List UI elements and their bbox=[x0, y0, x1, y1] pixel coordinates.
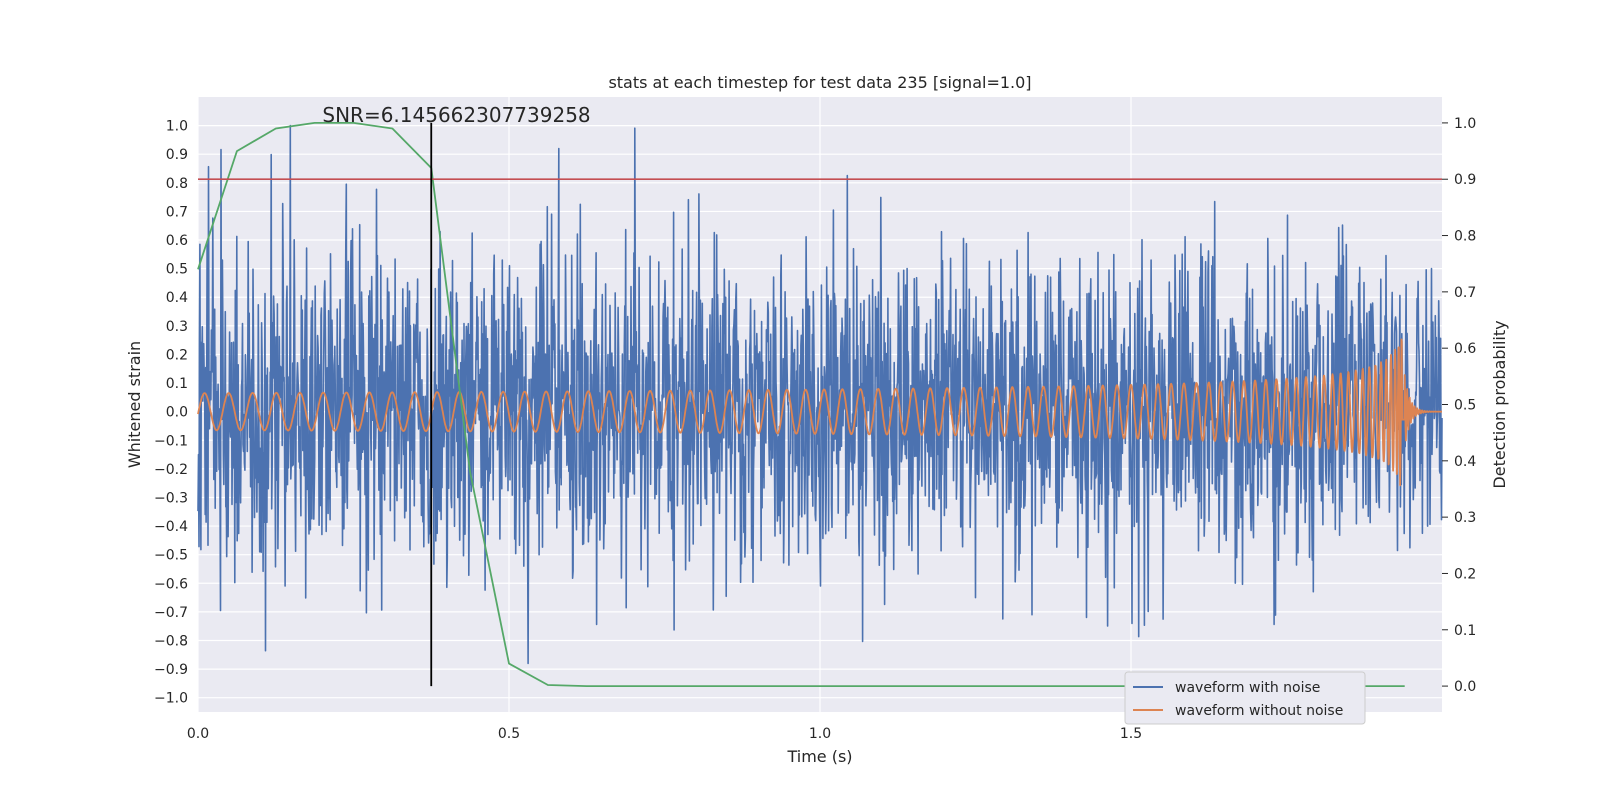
x-tick-label: 1.5 bbox=[1120, 726, 1142, 742]
y-left-tick-label: 0.0 bbox=[166, 405, 188, 421]
y-left-tick-label: −0.1 bbox=[154, 433, 188, 449]
y-left-tick-label: 0.6 bbox=[166, 233, 188, 249]
legend: waveform with noise waveform without noi… bbox=[1124, 671, 1366, 725]
y-left-tick-label: 0.4 bbox=[166, 290, 188, 306]
legend-box bbox=[1124, 671, 1366, 725]
series-line-1 bbox=[197, 338, 1443, 487]
y-right-tick-label: 0.1 bbox=[1454, 623, 1476, 639]
y-right-tick-label: 0.9 bbox=[1454, 172, 1476, 188]
y-right-tick-label: 0.3 bbox=[1454, 510, 1476, 526]
y-left-tick-label: −0.5 bbox=[154, 548, 188, 564]
y-left-tick-label: −0.2 bbox=[154, 462, 188, 478]
legend-label-noisy: waveform with noise bbox=[1175, 680, 1320, 696]
y-left-tick-label: −0.4 bbox=[154, 519, 188, 535]
y-left-tick-label: 1.0 bbox=[166, 119, 188, 135]
legend-label-clean: waveform without noise bbox=[1175, 703, 1343, 719]
y-right-tick-label: 0.4 bbox=[1454, 454, 1476, 470]
y-left-tick-label: −0.6 bbox=[154, 576, 188, 592]
series-line-2 bbox=[197, 122, 1405, 687]
x-tick-label: 0.5 bbox=[498, 726, 520, 742]
y-left-tick-label: −0.3 bbox=[154, 490, 188, 506]
chart-title: stats at each timestep for test data 235… bbox=[608, 73, 1031, 92]
snr-annotation: SNR=6.145662307739258 bbox=[322, 103, 590, 127]
x-axis: 0.0 0.5 1.0 1.5 bbox=[187, 726, 1142, 742]
y-right-tick-label: 0.8 bbox=[1454, 229, 1476, 245]
y-right-tick-label: 0.5 bbox=[1454, 398, 1476, 414]
x-tick-label: 0.0 bbox=[187, 726, 209, 742]
x-tick-label: 1.0 bbox=[809, 726, 831, 742]
y-left-tick-label: 0.3 bbox=[166, 319, 188, 335]
y-right-tick-label: 1.0 bbox=[1454, 116, 1476, 132]
series-line-0 bbox=[197, 124, 1443, 665]
y-right-tick-label: 0.7 bbox=[1454, 285, 1476, 301]
y-left-tick-label: −0.9 bbox=[154, 662, 188, 678]
y-right-tick-label: 0.6 bbox=[1454, 341, 1476, 357]
y-left-tick-label: 0.9 bbox=[166, 147, 188, 163]
y-left-tick-label: 0.7 bbox=[166, 204, 188, 220]
x-axis-label: Time (s) bbox=[786, 747, 852, 766]
y-left-tick-label: 0.8 bbox=[166, 176, 188, 192]
series-layer bbox=[197, 122, 1443, 687]
y-left-tick-label: 0.5 bbox=[166, 262, 188, 278]
y-right-tick-label: 0.0 bbox=[1454, 679, 1476, 695]
y-left-tick-label: −0.8 bbox=[154, 633, 188, 649]
y-axis-label-right: Detection probability bbox=[1490, 320, 1509, 488]
y-left-tick-label: −0.7 bbox=[154, 605, 188, 621]
right-axis: 1.0 0.9 0.8 0.7 0.6 0.5 0.4 0.3 0.2 0.1 0.0 bbox=[1442, 116, 1476, 695]
y-axis-label-left: Whitened strain bbox=[125, 341, 144, 468]
y-left-tick-label: −1.0 bbox=[154, 691, 188, 707]
y-left-tick-label: 0.1 bbox=[166, 376, 188, 392]
left-axis: 1.0 0.9 0.8 0.7 0.6 0.5 0.4 0.3 0.2 0.1 0.0 −0.1 −0.… bbox=[154, 119, 188, 707]
y-left-tick-label: 0.2 bbox=[166, 347, 188, 363]
y-right-tick-label: 0.2 bbox=[1454, 566, 1476, 582]
